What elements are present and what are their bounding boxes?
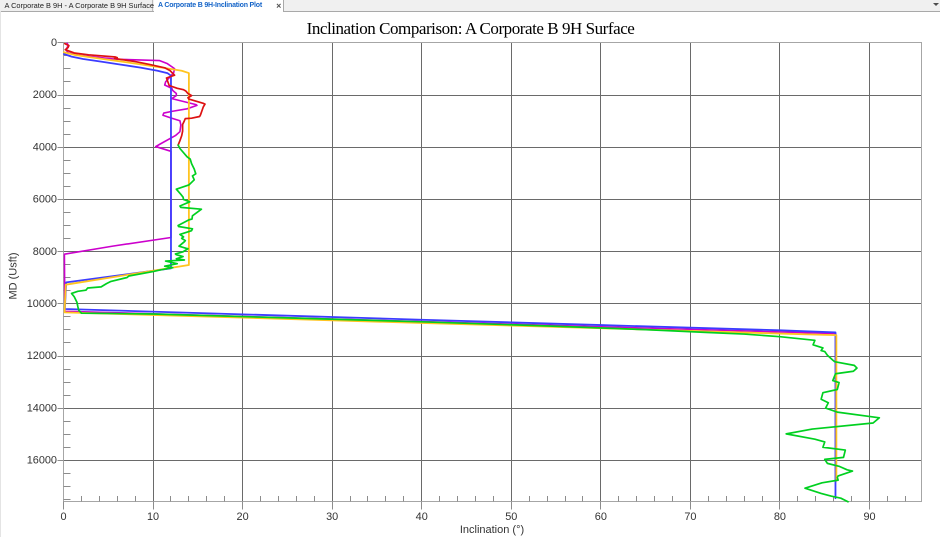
svg-text:14000: 14000 bbox=[27, 402, 57, 414]
svg-text:60: 60 bbox=[595, 511, 607, 523]
svg-text:12000: 12000 bbox=[27, 350, 57, 362]
svg-text:2000: 2000 bbox=[33, 89, 57, 101]
svg-text:20: 20 bbox=[237, 511, 249, 523]
svg-text:30: 30 bbox=[326, 511, 338, 523]
svg-text:8000: 8000 bbox=[33, 246, 57, 258]
svg-text:70: 70 bbox=[684, 511, 696, 523]
svg-text:10000: 10000 bbox=[27, 298, 57, 310]
svg-text:80: 80 bbox=[774, 511, 786, 523]
svg-text:0: 0 bbox=[60, 511, 66, 523]
svg-text:10: 10 bbox=[147, 511, 159, 523]
svg-text:90: 90 bbox=[863, 511, 875, 523]
svg-text:Inclination (°): Inclination (°) bbox=[460, 524, 524, 536]
svg-text:0: 0 bbox=[51, 37, 57, 49]
svg-text:6000: 6000 bbox=[33, 194, 57, 206]
svg-text:MD (Usft): MD (Usft) bbox=[8, 252, 20, 299]
svg-text:16000: 16000 bbox=[27, 455, 57, 467]
svg-text:40: 40 bbox=[416, 511, 428, 523]
svg-text:4000: 4000 bbox=[33, 141, 57, 153]
svg-text:50: 50 bbox=[505, 511, 517, 523]
